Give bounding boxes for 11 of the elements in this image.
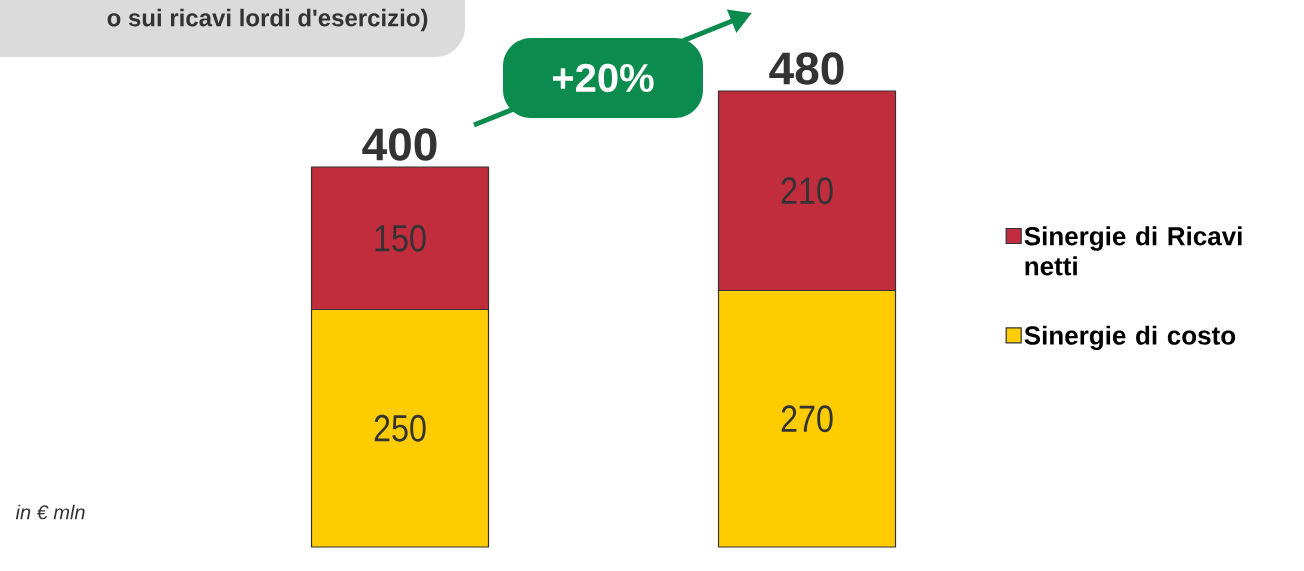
chart-title: o sui ricavi lordi d'esercizio) — [107, 8, 428, 32]
data-label: 250 — [374, 414, 426, 442]
data-label: 270 — [781, 405, 833, 433]
total-label: 400 — [362, 128, 437, 161]
data-label: 210 — [781, 177, 833, 205]
data-label: 150 — [375, 224, 426, 252]
legend-label: Sinergie di Ricavi netti — [1024, 226, 1242, 276]
legend-label: Sinergie di costo — [1024, 325, 1236, 351]
text: in € mln — [15, 504, 85, 520]
total-label: 480 — [769, 52, 844, 85]
annotation: +20% — [552, 63, 654, 93]
